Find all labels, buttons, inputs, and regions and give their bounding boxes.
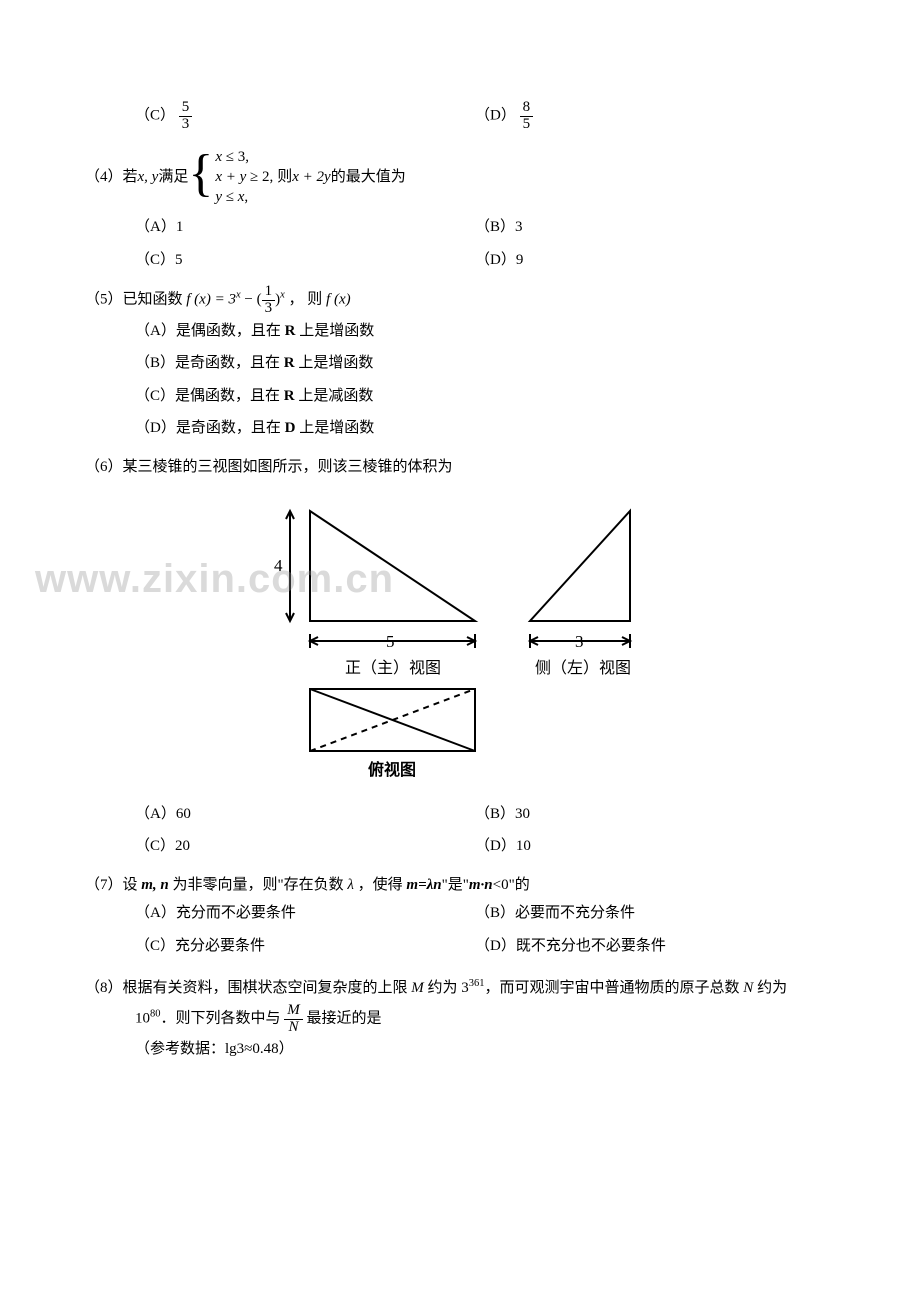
q7-B: （B）必要而不充分条件: [475, 899, 835, 928]
q7-C: （C）充分必要条件: [135, 932, 475, 961]
q5-minus: − (: [244, 292, 261, 308]
q4-mid: 满足: [158, 163, 188, 192]
q3-D-label: （D）: [475, 108, 516, 124]
q3-C: （C） 5 3: [135, 100, 475, 133]
fig-w1: 5: [386, 632, 395, 651]
fig-label2: 侧（左）视图: [535, 659, 631, 677]
fig-w2: 3: [575, 632, 584, 651]
fig-label1: 正（主）视图: [345, 659, 441, 677]
q4-xy: x, y: [138, 163, 159, 192]
q8-frac: M N: [284, 1003, 303, 1036]
q6-A: （A）60: [135, 800, 475, 829]
q4-ab: （A）1 （B）3: [85, 213, 835, 242]
q4-B: （B）3: [475, 213, 835, 242]
q4-post1: 则: [277, 163, 292, 192]
q4-case3l: y ≤ x: [215, 189, 244, 205]
q5-D: （D）是奇函数，且在 D 上是增函数: [85, 414, 835, 443]
q6-cd: （C）20 （D）10: [85, 832, 835, 861]
q5-C: （C）是偶函数，且在 R 上是减函数: [85, 382, 835, 411]
q4-stem: （4）若 x, y 满足 { x ≤ 3, x + y ≥ 2, y ≤ x, …: [85, 147, 835, 208]
q7-stem: （7）设 m, n 为非零向量，则"存在负数 λ ，使得 m=λn"是"m·n<…: [85, 871, 835, 900]
q3-C-label: （C）: [135, 108, 175, 124]
q5-f: f (x) = 3: [186, 292, 236, 308]
q6-ab: （A）60 （B）30: [85, 800, 835, 829]
q8-line3: （参考数据：lg3≈0.48）: [85, 1035, 835, 1064]
q5-sup1: x: [236, 290, 241, 301]
q5-mid: ， 则: [289, 292, 327, 308]
q8-line2: 1080．则下列各数中与 M N 最接近的是: [85, 1003, 835, 1036]
q5-A: （A）是偶函数，且在 R 上是增函数: [85, 317, 835, 346]
q6-stem: （6）某三棱锥的三视图如图所示，则该三棱锥的体积为: [85, 453, 835, 482]
q5-stem: （5）已知函数 f (x) = 3x − (13)x ， 则 f (x): [85, 284, 835, 317]
q6-figure: www.zixin.com.cn 4 5 正（主）视图 3 侧（左）视图: [85, 491, 835, 792]
q4-A: （A）1: [135, 213, 475, 242]
q6-C: （C）20: [135, 832, 475, 861]
fig-label3: 俯视图: [368, 760, 416, 779]
q4-C: （C）5: [135, 246, 475, 275]
q5-fx: f (x): [326, 292, 351, 308]
q4-cd: （C）5 （D）9: [85, 246, 835, 275]
brace-icon: {: [188, 148, 213, 206]
q8-line1: （8）根据有关资料，围棋状态空间复杂度的上限 M 约为 3361，而可观测宇宙中…: [85, 974, 835, 1003]
q6-B: （B）30: [475, 800, 835, 829]
q7-A: （A）充分而不必要条件: [135, 899, 475, 928]
q3-options-cd: （C） 5 3 （D） 8 5: [85, 100, 835, 133]
q6-D: （D）10: [475, 832, 835, 861]
fig-h: 4: [274, 556, 283, 575]
q5-pre: （5）已知函数: [85, 292, 186, 308]
q4-case2l: x + y: [215, 169, 246, 185]
q4-case1r: ≤ 3,: [222, 149, 249, 165]
q4-post2: 的最大值为: [331, 163, 406, 192]
q7-cd: （C）充分必要条件 （D）既不充分也不必要条件: [85, 932, 835, 961]
q4-expr: x + 2y: [292, 163, 330, 192]
q4-pre: （4）若: [85, 163, 138, 192]
q3-D-frac: 8 5: [520, 100, 534, 133]
q5-sup2: x: [280, 290, 285, 301]
q4-D: （D）9: [475, 246, 835, 275]
q5-B: （B）是奇函数，且在 R 上是增函数: [85, 349, 835, 378]
q4-case3r: ,: [244, 189, 248, 205]
q7-D: （D）既不充分也不必要条件: [475, 932, 835, 961]
q3-C-frac: 5 3: [179, 100, 193, 133]
q5-frac: 13: [262, 284, 276, 317]
q7-ab: （A）充分而不必要条件 （B）必要而不充分条件: [85, 899, 835, 928]
three-views-svg: 4 5 正（主）视图 3 侧（左）视图 俯视图: [250, 491, 670, 781]
q4-case1l: x: [215, 149, 222, 165]
q4-case2r: ≥ 2,: [246, 169, 273, 185]
q3-D: （D） 8 5: [475, 100, 835, 133]
q4-cases: { x ≤ 3, x + y ≥ 2, y ≤ x,: [188, 147, 273, 208]
